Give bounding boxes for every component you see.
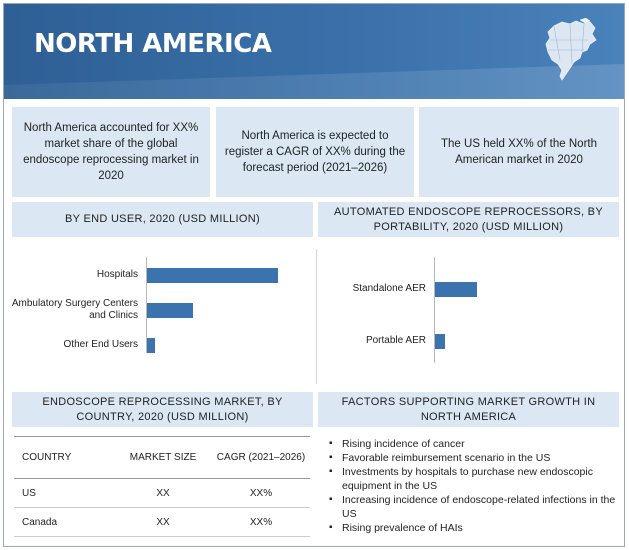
north-america-map-icon [545,18,597,81]
chart-divider [316,249,317,384]
table-row: US XX XX% [14,478,310,508]
bar [435,282,477,297]
bar [435,334,446,349]
aer-portability-bar-chart: Standalone AER Portable AER [318,249,624,384]
cell-market-size: XX [114,478,212,508]
cell-market-size: XX [114,507,212,537]
country-table: COUNTRY MARKET SIZE CAGR (2021–2026) US … [14,436,310,537]
aer-heading: AUTOMATED ENDOSCOPE REPROCESSORS, BY POR… [318,202,619,237]
bar [147,268,278,283]
table-header-row: COUNTRY MARKET SIZE CAGR (2021–2026) [14,436,310,479]
infographic-frame: NORTH AMERICA North America accounted fo… [3,3,625,547]
list-item: Increasing incidence of endoscope-relate… [328,493,618,521]
end-user-bar-chart: Hospitals Ambulatory Surgery Centers and … [4,249,314,384]
category-label: Portable AER [365,335,426,346]
category-label: Ambulatory Surgery Centers and Clinics [11,298,138,321]
list-item: Rising incidence of cancer [328,437,618,451]
cell-cagr: XX% [212,507,310,537]
category-label: Other End Users [63,339,138,350]
list-item: Investments by hospitals to purchase new… [328,465,618,493]
cell-country: Canada [14,507,114,537]
list-item: Rising prevalence of HAIs [328,521,618,535]
factors-list: Rising incidence of cancer Favorable rei… [328,437,618,535]
stat-cagr: North America is expected to register a … [216,107,414,197]
column-header-cagr: CAGR (2021–2026) [212,436,310,479]
header-decoration [4,64,624,99]
table-row: Canada XX XX% [14,507,310,537]
category-label: Hospitals [96,269,138,280]
category-label: Standalone AER [352,283,426,294]
category-axis-line [146,257,147,353]
end-user-heading: BY END USER, 2020 (USD MILLION) [12,202,313,237]
bar [147,338,155,353]
stat-market-share: North America accounted for XX% market s… [12,107,210,197]
bar [147,303,193,318]
column-header-country: COUNTRY [14,436,114,479]
country-heading: ENDOSCOPE REPROCESSING MARKET, BY COUNTR… [12,392,313,427]
list-item: Favorable reimbursement scenario in the … [328,451,618,465]
factors-heading: FACTORS SUPPORTING MARKET GROWTH IN NORT… [318,392,619,427]
cell-cagr: XX% [212,478,310,508]
column-header-market-size: MARKET SIZE [114,436,212,479]
page-title: NORTH AMERICA [34,29,272,59]
category-axis-line [434,257,435,363]
header-banner: NORTH AMERICA [4,4,624,99]
stat-us-share: The US held XX% of the North American ma… [419,107,619,197]
cell-country: US [14,478,114,508]
